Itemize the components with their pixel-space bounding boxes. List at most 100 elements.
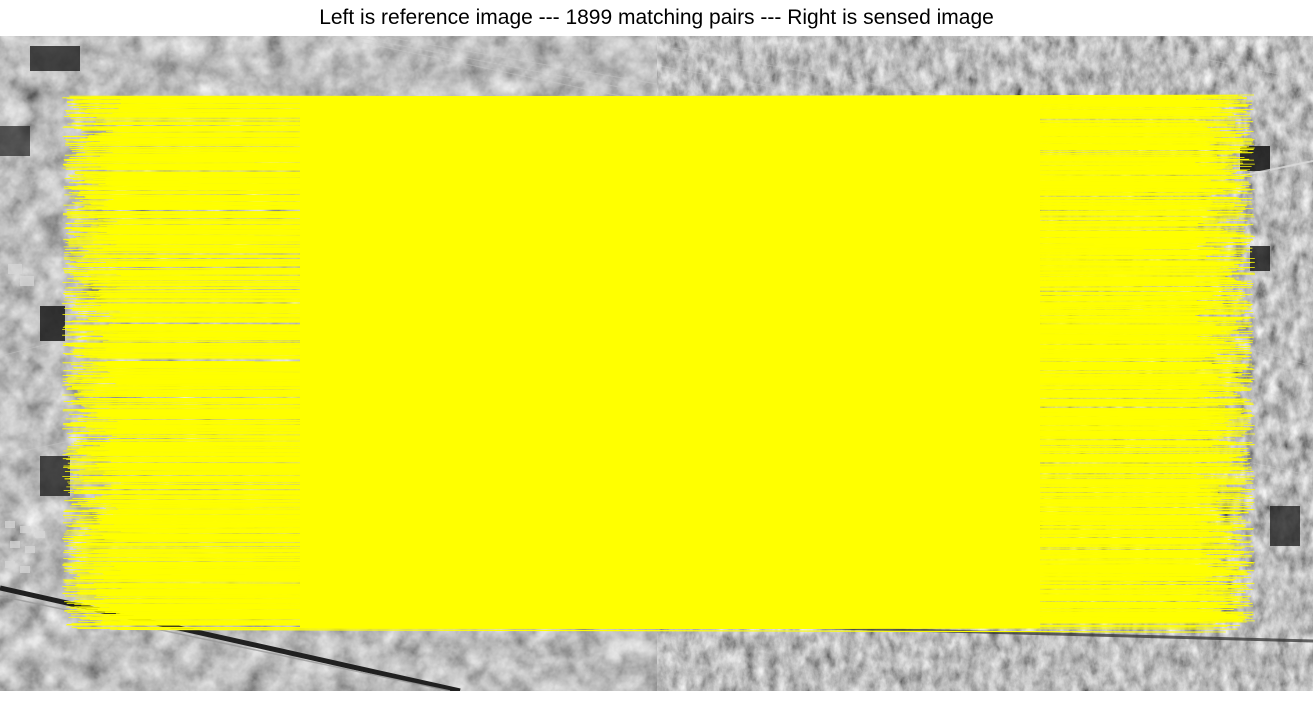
match-line xyxy=(112,311,1233,315)
match-line xyxy=(104,320,1253,324)
match-line xyxy=(78,591,1231,595)
match-line xyxy=(88,524,1204,528)
match-line xyxy=(91,99,1199,102)
match-line xyxy=(117,458,1244,462)
match-line xyxy=(101,327,1217,331)
match-line xyxy=(108,492,1214,496)
match-line xyxy=(101,132,1212,135)
match-line xyxy=(94,620,1199,624)
match-line xyxy=(110,441,1250,445)
match-line xyxy=(108,603,1229,605)
match-line xyxy=(63,244,1208,248)
match-line xyxy=(85,533,1211,537)
match-line xyxy=(75,585,1209,588)
match-line xyxy=(113,305,1252,309)
match-line xyxy=(71,122,1230,126)
match-line xyxy=(83,623,1241,626)
match-line xyxy=(94,104,1221,108)
match-line xyxy=(62,384,1245,389)
match-line xyxy=(87,415,1209,419)
match-line xyxy=(70,606,1237,609)
match-line xyxy=(74,391,1203,395)
match-line xyxy=(117,133,1235,138)
match-line xyxy=(79,449,1221,452)
match-line xyxy=(68,437,1208,439)
match-line xyxy=(82,326,1252,329)
match-line xyxy=(100,619,1243,623)
match-line xyxy=(85,236,1205,239)
match-line xyxy=(94,463,1232,465)
match-line xyxy=(85,149,1209,152)
match-line xyxy=(76,163,1229,166)
match-line xyxy=(78,598,1213,601)
match-line xyxy=(68,271,1247,274)
match-line xyxy=(63,269,1223,272)
match-line xyxy=(118,121,1197,124)
match-line xyxy=(83,395,1241,400)
match-line xyxy=(69,552,1250,555)
match-line xyxy=(108,123,1215,127)
match-line xyxy=(96,569,1196,572)
match-line xyxy=(116,383,1215,386)
match-line xyxy=(117,168,1217,172)
match-line xyxy=(116,285,1223,288)
match-line xyxy=(94,134,1214,139)
match-line xyxy=(79,474,1228,479)
match-line xyxy=(108,337,1199,341)
match-line xyxy=(119,261,1235,266)
match-line xyxy=(86,469,1213,473)
match-line xyxy=(65,163,1213,167)
match-line xyxy=(114,412,1218,416)
match-line xyxy=(63,465,1244,468)
match-line xyxy=(91,427,1235,430)
match-line xyxy=(84,471,1215,475)
match-line xyxy=(103,440,1235,444)
match-line xyxy=(76,512,1242,517)
match-line xyxy=(118,108,1247,112)
match-line xyxy=(76,459,1211,462)
match-line xyxy=(117,566,1208,570)
match-line xyxy=(94,622,1216,625)
match-line xyxy=(66,211,1240,216)
match-line xyxy=(117,253,1236,256)
match-line xyxy=(92,234,1245,238)
match-line xyxy=(121,132,1225,136)
match-line xyxy=(106,317,1202,322)
match-line xyxy=(89,352,1230,357)
match-line xyxy=(116,509,1197,514)
match-line xyxy=(76,520,1202,523)
match-line xyxy=(87,349,1216,353)
match-line xyxy=(77,543,1240,547)
match-line xyxy=(118,143,1207,146)
match-line xyxy=(114,571,1220,575)
match-line xyxy=(85,144,1229,147)
match-line xyxy=(82,354,1251,357)
match-line xyxy=(83,349,1246,354)
image-canvas xyxy=(0,36,1313,691)
match-line xyxy=(96,416,1238,419)
match-line xyxy=(113,523,1227,526)
match-line xyxy=(100,307,1235,312)
match-line xyxy=(83,570,1206,572)
match-line xyxy=(115,455,1238,458)
match-line xyxy=(67,448,1208,450)
match-line xyxy=(74,375,1238,378)
match-line xyxy=(85,193,1216,198)
match-line xyxy=(76,540,1200,544)
match-line xyxy=(91,404,1219,407)
match-line xyxy=(118,139,1217,144)
match-line xyxy=(109,277,1220,280)
match-line xyxy=(89,430,1246,434)
match-line xyxy=(96,221,1208,225)
match-line xyxy=(120,274,1233,279)
match-line xyxy=(93,361,1242,364)
match-line xyxy=(64,477,1197,480)
match-line xyxy=(73,388,1222,391)
match-line xyxy=(64,194,1239,198)
match-line xyxy=(93,249,1200,252)
match-line xyxy=(98,294,1222,298)
match-line xyxy=(83,155,1213,158)
match-line xyxy=(77,248,1214,250)
match-line xyxy=(77,181,1200,184)
match-line xyxy=(105,412,1208,417)
